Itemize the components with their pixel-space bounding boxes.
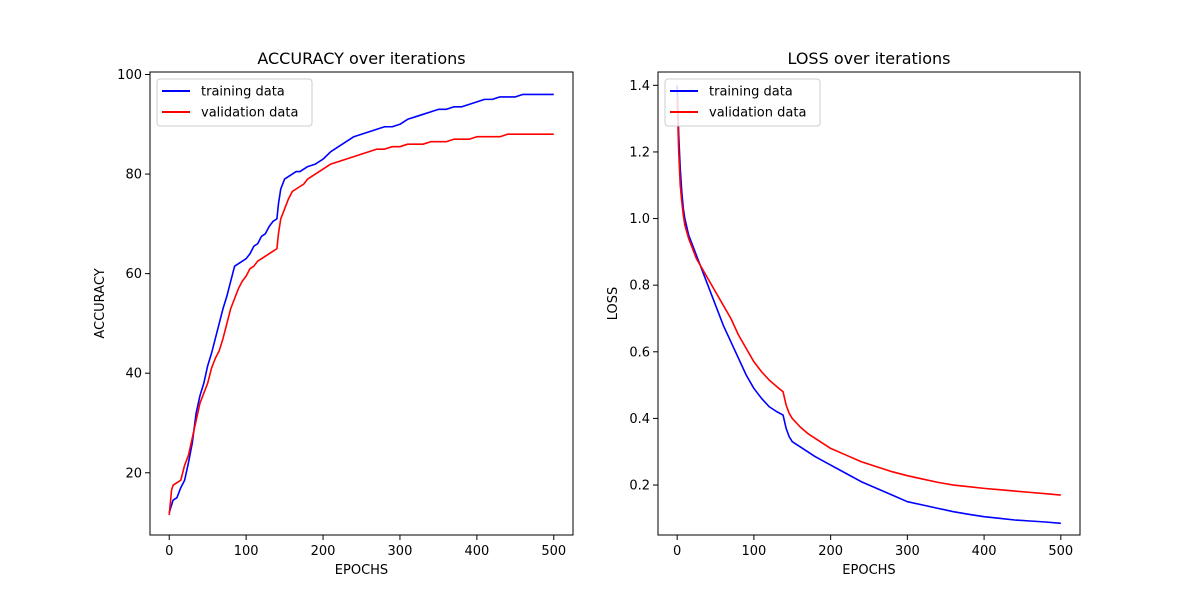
accuracy-ytick-label: 20 (125, 466, 142, 481)
accuracy-ytick-label: 80 (125, 168, 142, 183)
loss-ytick-label: 0.4 (629, 412, 650, 427)
loss-xtick-label: 400 (972, 544, 997, 559)
accuracy-chart: ACCURACY over iterations 0 100 200 300 400 500… (93, 49, 574, 578)
loss-validation-line (676, 98, 1061, 496)
loss-xtick-label: 200 (818, 544, 843, 559)
loss-chart: LOSS over iterations 0 100 200 300 400 500 0.2 0… (606, 49, 1081, 578)
loss-training-line (676, 85, 1061, 525)
loss-x-axis-label: EPOCHS (842, 563, 895, 578)
loss-y-axis-label: LOSS (606, 287, 621, 321)
accuracy-legend-label-validation: validation data (201, 106, 298, 121)
accuracy-xtick-label: 100 (234, 544, 259, 559)
accuracy-ytick-label: 100 (117, 68, 142, 83)
accuracy-ytick-label: 60 (125, 267, 142, 282)
accuracy-xtick-label: 0 (165, 544, 173, 559)
loss-xtick-label: 300 (895, 544, 920, 559)
loss-xtick-label: 500 (1048, 544, 1073, 559)
loss-chart-title: LOSS over iterations (787, 49, 950, 68)
accuracy-x-axis-label: EPOCHS (335, 563, 388, 578)
loss-axes-frame (657, 71, 1081, 536)
loss-ytick-label: 1.2 (629, 145, 650, 160)
loss-ytick-label: 0.8 (629, 279, 650, 294)
loss-legend-label-validation: validation data (709, 106, 806, 121)
accuracy-legend-label-training: training data (201, 85, 285, 100)
loss-legend-label-training: training data (709, 85, 793, 100)
accuracy-y-axis-label: ACCURACY (93, 268, 108, 338)
accuracy-axes-frame (149, 71, 574, 536)
loss-legend-box (664, 78, 821, 127)
accuracy-training-line (168, 93, 554, 513)
accuracy-xtick-label: 400 (464, 544, 489, 559)
accuracy-ytick-label: 40 (125, 367, 142, 382)
accuracy-validation-line (168, 133, 554, 516)
loss-ytick-label: 0.6 (629, 345, 650, 360)
accuracy-legend-box (156, 78, 313, 127)
accuracy-chart-title: ACCURACY over iterations (257, 49, 465, 68)
accuracy-xtick-label: 500 (541, 544, 566, 559)
accuracy-xtick-label: 200 (311, 544, 336, 559)
loss-ytick-label: 0.2 (629, 479, 650, 494)
loss-xtick-label: 100 (741, 544, 766, 559)
loss-ytick-label: 1.0 (629, 212, 650, 227)
accuracy-xtick-label: 300 (388, 544, 413, 559)
loss-xtick-label: 0 (673, 544, 681, 559)
loss-ytick-label: 1.4 (629, 79, 650, 94)
